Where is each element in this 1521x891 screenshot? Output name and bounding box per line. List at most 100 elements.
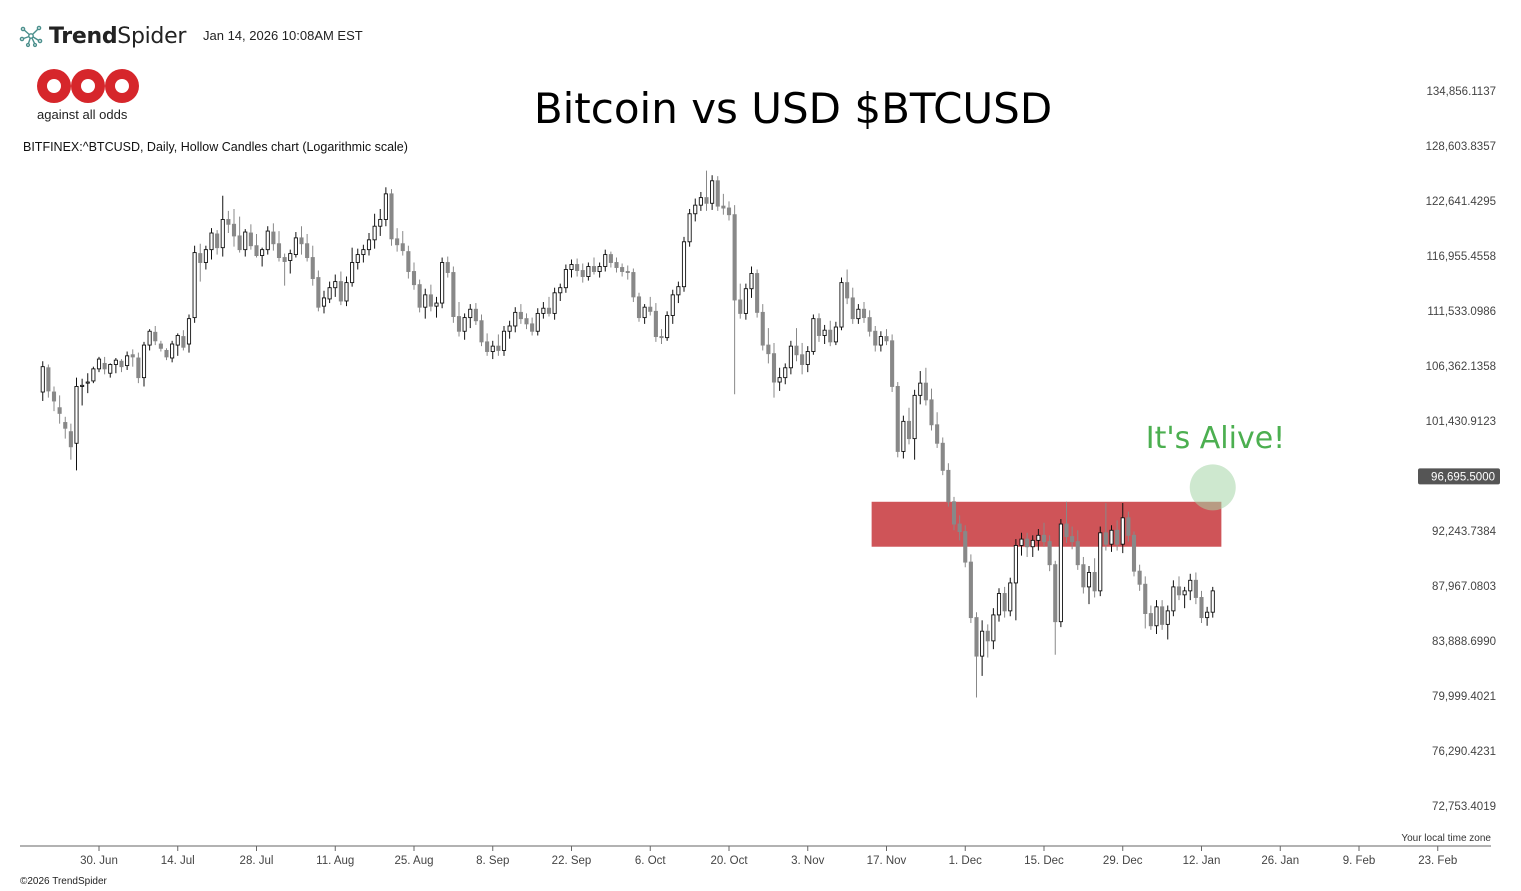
candle bbox=[74, 377, 79, 471]
candle-body bbox=[636, 296, 642, 319]
candle bbox=[676, 281, 681, 304]
candle-body bbox=[226, 219, 231, 225]
candle-body bbox=[1210, 590, 1215, 613]
candle bbox=[1171, 580, 1176, 617]
candle bbox=[513, 307, 518, 333]
candle-body bbox=[1148, 613, 1153, 627]
candle bbox=[102, 356, 107, 375]
candle-body bbox=[1058, 523, 1063, 623]
candle bbox=[957, 515, 962, 541]
candle bbox=[254, 233, 259, 258]
candle bbox=[935, 412, 940, 448]
candle-body bbox=[625, 271, 630, 273]
candle bbox=[1143, 576, 1148, 629]
candle-body bbox=[136, 357, 141, 379]
candle bbox=[445, 256, 450, 278]
x-tick-label: 14. Jul bbox=[161, 855, 195, 867]
candle bbox=[951, 496, 957, 531]
candle bbox=[1120, 503, 1125, 554]
candle-body bbox=[428, 294, 433, 307]
candle bbox=[726, 201, 732, 221]
candle-body bbox=[490, 345, 495, 352]
candle bbox=[305, 233, 310, 262]
candle bbox=[912, 389, 917, 460]
candle-body bbox=[935, 424, 940, 444]
candle bbox=[721, 193, 726, 215]
candle bbox=[822, 324, 827, 345]
candle bbox=[738, 283, 743, 319]
candle-body bbox=[1193, 579, 1198, 598]
candle-body bbox=[1025, 538, 1030, 548]
last-price-box bbox=[1418, 468, 1500, 485]
candle bbox=[625, 265, 630, 280]
candle-body bbox=[170, 343, 175, 359]
candle bbox=[153, 325, 158, 346]
aao-tagline: against all odds bbox=[37, 107, 128, 122]
y-tick-label: 92,243.7384 bbox=[1432, 526, 1497, 538]
candle bbox=[1002, 586, 1007, 618]
y-tick-label: 106,362.1358 bbox=[1426, 361, 1496, 373]
candle-body bbox=[434, 302, 439, 307]
candle-body bbox=[1188, 579, 1193, 592]
y-tick-label: 122,641.4295 bbox=[1426, 196, 1496, 208]
candle bbox=[805, 346, 810, 373]
candle bbox=[777, 367, 782, 391]
candle bbox=[1064, 501, 1069, 543]
candle bbox=[766, 328, 771, 364]
candle-body bbox=[91, 368, 96, 382]
candle-body bbox=[1103, 532, 1108, 545]
candle-body bbox=[794, 345, 799, 356]
candle bbox=[113, 357, 118, 374]
candle-body bbox=[755, 273, 760, 313]
breakout-highlight-circle bbox=[1189, 464, 1236, 511]
candle bbox=[1103, 503, 1108, 551]
candle-body bbox=[299, 237, 304, 245]
candle bbox=[845, 269, 850, 305]
candle bbox=[198, 243, 203, 282]
candle-body bbox=[1002, 593, 1007, 612]
candle-body bbox=[811, 318, 816, 352]
candle-body bbox=[923, 382, 928, 401]
trendspider-logo: TrendSpider bbox=[19, 22, 186, 50]
candle bbox=[861, 302, 867, 323]
candle-body bbox=[361, 249, 366, 256]
candle-body bbox=[192, 252, 197, 319]
candle bbox=[473, 303, 478, 325]
candle-body bbox=[631, 272, 636, 298]
candle-body bbox=[518, 311, 523, 320]
candle-body bbox=[530, 323, 535, 332]
candle bbox=[192, 245, 197, 323]
candle bbox=[698, 191, 703, 211]
candle bbox=[929, 388, 934, 431]
candle bbox=[636, 292, 642, 322]
candle-body bbox=[991, 614, 996, 642]
candle bbox=[546, 296, 552, 317]
candle-body bbox=[648, 306, 653, 312]
x-tick-label: 30. Jun bbox=[80, 855, 118, 867]
candle-body bbox=[985, 630, 990, 642]
candle-body bbox=[586, 266, 591, 277]
candle bbox=[552, 287, 557, 320]
candle bbox=[918, 371, 923, 405]
candle-body bbox=[130, 354, 135, 358]
candle-body bbox=[231, 223, 237, 237]
candle bbox=[490, 340, 495, 360]
last-price-marker: 96,695.5000 bbox=[1418, 468, 1500, 485]
candle-body bbox=[698, 197, 703, 206]
candle-body bbox=[209, 232, 214, 251]
candle bbox=[659, 329, 664, 345]
x-tick-label: 9. Feb bbox=[1343, 855, 1376, 867]
candle-body bbox=[220, 219, 225, 249]
candle-body bbox=[147, 330, 152, 346]
candle-body bbox=[1075, 541, 1080, 566]
candle bbox=[456, 302, 462, 337]
candle bbox=[1193, 572, 1198, 605]
candle bbox=[91, 366, 96, 384]
candle bbox=[220, 195, 225, 257]
candle bbox=[901, 415, 906, 459]
candle bbox=[1019, 532, 1024, 556]
candle bbox=[771, 342, 777, 398]
candle-body bbox=[293, 237, 298, 256]
candle bbox=[423, 288, 428, 319]
candle bbox=[873, 325, 878, 352]
